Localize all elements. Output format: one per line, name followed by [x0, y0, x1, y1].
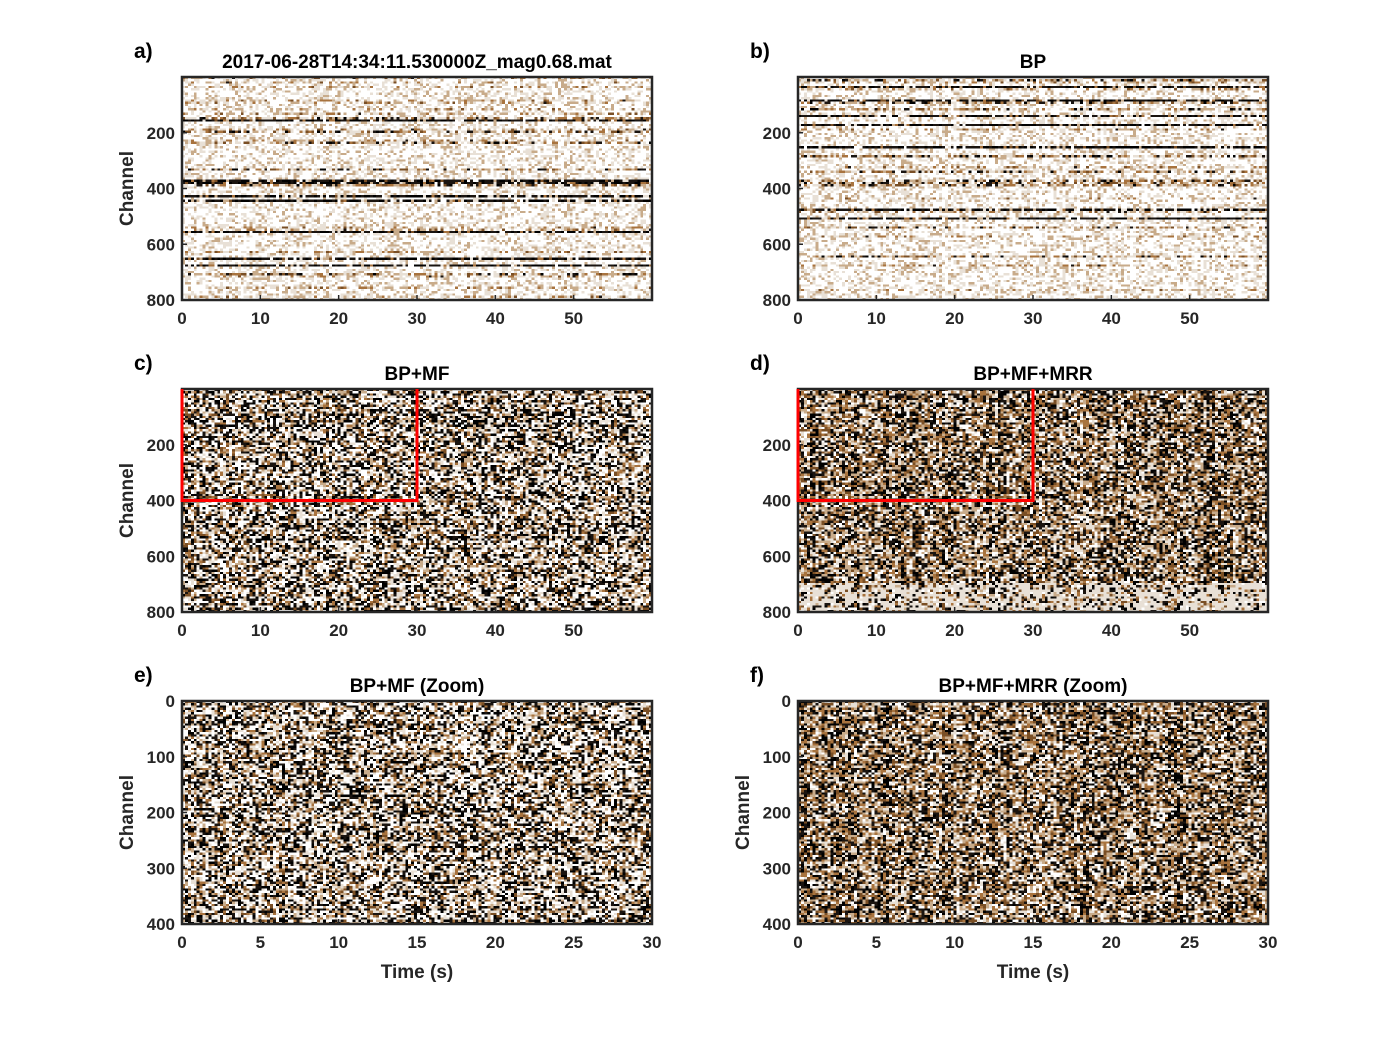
zoom-region-box — [796, 389, 1035, 502]
x-tick-label: 15 — [408, 933, 427, 952]
y-tick-label: 600 — [147, 547, 175, 566]
heatmap-f — [798, 701, 1268, 924]
x-tick-label: 10 — [945, 933, 964, 952]
y-axis-label: Channel — [117, 775, 138, 850]
x-tick-label: 25 — [564, 933, 583, 952]
y-axis-label: Channel — [117, 151, 138, 226]
panel-b: 0 10 20 30 40 50 200 400 600 800 BP b) — [750, 40, 1270, 328]
y-tick-label: 800 — [147, 603, 175, 622]
x-tick-label: 20 — [329, 309, 348, 328]
panel-title: BP+MF+MRR — [973, 364, 1093, 385]
y-tick-label: 400 — [147, 180, 175, 199]
x-tick-label: 10 — [329, 933, 348, 952]
x-tick-label: 5 — [872, 933, 881, 952]
y-tick-label: 200 — [147, 436, 175, 455]
panel-letter: a) — [134, 40, 153, 63]
x-tick-label: 5 — [256, 933, 265, 952]
panel-letter: c) — [134, 352, 153, 375]
x-tick-label: 40 — [486, 309, 505, 328]
x-tick-label: 0 — [177, 309, 186, 328]
x-tick-label: 10 — [251, 309, 270, 328]
y-tick-label: 600 — [763, 235, 791, 254]
y-tick-label: 200 — [147, 124, 175, 143]
x-tick-label: 20 — [945, 309, 964, 328]
y-tick-label: 800 — [763, 603, 791, 622]
y-tick-label: 800 — [147, 291, 175, 310]
x-tick-label: 10 — [867, 309, 886, 328]
y-tick-label: 600 — [763, 547, 791, 566]
x-tick-label: 0 — [177, 621, 186, 640]
x-tick-label: 50 — [564, 309, 583, 328]
x-tick-label: 30 — [408, 621, 427, 640]
y-axis-label: Channel — [117, 463, 138, 538]
x-tick-label: 15 — [1024, 933, 1043, 952]
x-tick-label: 20 — [1102, 933, 1121, 952]
y-tick-label: 100 — [763, 748, 791, 767]
y-axis-label: Channel — [733, 775, 754, 850]
x-tick-label: 50 — [1180, 309, 1199, 328]
y-tick-label: 0 — [166, 692, 175, 711]
panel-title: 2017-06-28T14:34:11.530000Z_mag0.68.mat — [222, 52, 612, 73]
panel-title: BP — [1020, 52, 1047, 73]
x-tick-label: 0 — [793, 309, 802, 328]
panel-letter: f) — [750, 664, 764, 687]
x-tick-label: 30 — [643, 933, 662, 952]
panel-title: BP+MF (Zoom) — [350, 676, 485, 697]
y-tick-label: 800 — [763, 291, 791, 310]
x-tick-label: 0 — [177, 933, 186, 952]
x-tick-label: 20 — [945, 621, 964, 640]
x-tick-label: 0 — [793, 621, 802, 640]
y-tick-label: 400 — [763, 492, 791, 511]
y-tick-label: 200 — [147, 804, 175, 823]
x-tick-label: 25 — [1180, 933, 1199, 952]
x-tick-label: 30 — [1024, 309, 1043, 328]
x-tick-label: 30 — [408, 309, 427, 328]
x-tick-label: 10 — [251, 621, 270, 640]
panel-c: 0 10 20 30 40 50 200 400 600 800 BP+MF c) Channel — [117, 352, 654, 640]
heatmap-a — [182, 77, 652, 300]
x-tick-label: 40 — [1102, 309, 1121, 328]
y-tick-label: 200 — [763, 436, 791, 455]
panel-letter: e) — [134, 664, 153, 687]
heatmap-b — [798, 77, 1268, 300]
x-tick-label: 20 — [329, 621, 348, 640]
y-tick-label: 0 — [782, 692, 791, 711]
heatmap-e — [182, 701, 652, 924]
y-tick-label: 400 — [763, 915, 791, 934]
y-tick-label: 100 — [147, 748, 175, 767]
x-tick-label: 40 — [1102, 621, 1121, 640]
y-tick-label: 300 — [763, 859, 791, 878]
x-tick-label: 0 — [793, 933, 802, 952]
x-tick-label: 30 — [1024, 621, 1043, 640]
panel-title: BP+MF+MRR (Zoom) — [939, 676, 1128, 697]
panel-letter: d) — [750, 352, 770, 375]
x-axis-label: Time (s) — [997, 962, 1070, 983]
x-tick-label: 50 — [564, 621, 583, 640]
x-axis-label: Time (s) — [381, 962, 454, 983]
y-tick-label: 400 — [147, 492, 175, 511]
y-tick-label: 400 — [763, 180, 791, 199]
y-tick-label: 200 — [763, 124, 791, 143]
panel-title: BP+MF — [385, 364, 450, 385]
panel-a: 0 10 20 30 40 50 200 400 600 800 2017-06-28T14:34:… — [117, 40, 654, 328]
x-tick-label: 30 — [1259, 933, 1278, 952]
x-tick-label: 20 — [486, 933, 505, 952]
y-tick-label: 200 — [763, 804, 791, 823]
x-tick-label: 50 — [1180, 621, 1199, 640]
y-tick-label: 300 — [147, 859, 175, 878]
x-tick-label: 40 — [486, 621, 505, 640]
x-tick-label: 10 — [867, 621, 886, 640]
zoom-region-box — [180, 389, 419, 502]
y-tick-label: 400 — [147, 915, 175, 934]
y-tick-label: 600 — [147, 235, 175, 254]
panel-d: 0 10 20 30 40 50 200 400 600 800 BP+MF+MRR d) — [750, 352, 1270, 640]
panel-letter: b) — [750, 40, 770, 63]
